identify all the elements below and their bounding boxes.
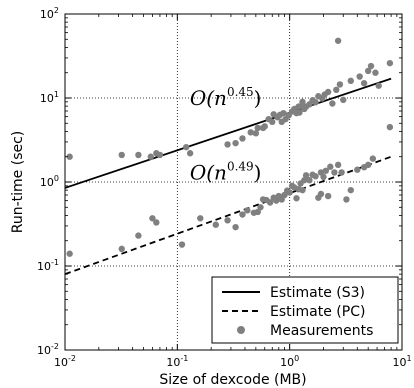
y-tick-label: 10-2: [37, 342, 59, 357]
complexity-annotations: O(n0.45) O(n0.49): [190, 85, 262, 184]
measurement-point: [322, 167, 330, 174]
measurement-points: [66, 37, 394, 257]
legend-measurements-swatch: [237, 326, 245, 334]
measurement-point: [266, 199, 274, 206]
measurement-point: [306, 177, 313, 184]
measurement-point: [375, 82, 382, 89]
measurement-point: [386, 123, 394, 131]
measurement-point: [327, 163, 334, 170]
measurement-point: [135, 151, 142, 159]
measurement-point: [386, 59, 394, 67]
measurement-point: [312, 99, 319, 106]
measurement-point: [178, 241, 186, 248]
measurement-point: [197, 215, 204, 222]
measurement-point: [149, 215, 156, 222]
measurement-point: [257, 204, 264, 211]
measurement-point: [153, 219, 160, 226]
x-tick-label: 100: [280, 354, 299, 369]
measurement-point: [252, 130, 260, 137]
x-tick-label: 10-2: [54, 354, 76, 369]
measurement-point: [239, 135, 246, 142]
measurement-point: [212, 221, 219, 228]
measurement-point: [244, 207, 251, 214]
measurement-point: [280, 109, 287, 117]
x-tick-label: 101: [392, 354, 411, 369]
measurement-point: [247, 129, 254, 136]
measurement-point: [347, 77, 354, 85]
measurement-point: [334, 37, 342, 44]
measurement-point: [317, 190, 325, 198]
axis-ticks: 10-2 10-1 100 101 10-2 10-1 100 101 102: [37, 6, 412, 369]
measurement-point: [331, 169, 338, 176]
measurement-point: [369, 155, 377, 162]
measurement-point: [293, 195, 300, 202]
complexity-label-s3: O(n0.45): [190, 85, 262, 110]
measurement-point: [261, 123, 268, 130]
measurement-point: [329, 100, 336, 107]
estimate-s3-line: [64, 77, 392, 189]
measurement-point: [232, 139, 239, 147]
measurement-point: [295, 103, 302, 110]
measurement-point: [278, 118, 285, 126]
measurement-point: [66, 250, 73, 257]
y-tick-label: 101: [40, 90, 59, 105]
measurement-point: [147, 153, 154, 160]
measurement-point: [364, 67, 372, 75]
measurement-point: [254, 124, 261, 132]
measurement-point: [372, 69, 379, 76]
measurement-point: [186, 150, 194, 157]
legend-pc-label: Estimate (PC): [270, 304, 365, 320]
measurement-point: [336, 81, 344, 88]
measurement-point: [324, 88, 332, 96]
x-tick-label: 10-1: [166, 354, 188, 369]
measurement-point: [118, 151, 125, 159]
measurement-point: [66, 153, 73, 160]
measurement-point: [301, 177, 308, 184]
legend-measurements-label: Measurements: [270, 323, 373, 339]
measurement-point: [354, 166, 361, 173]
measurement-point: [254, 208, 261, 216]
measurement-point: [364, 161, 372, 169]
measurement-point: [338, 169, 345, 176]
y-tick-label: 100: [40, 174, 59, 189]
measurement-point: [324, 192, 332, 200]
measurement-point: [320, 173, 327, 181]
measurement-point: [340, 96, 347, 104]
measurement-point: [360, 80, 368, 87]
measurement-point: [239, 211, 246, 218]
measurement-point: [156, 151, 164, 159]
measurement-point: [299, 186, 306, 194]
measurement-point: [334, 161, 342, 169]
measurement-point: [367, 62, 375, 70]
measurement-point: [118, 245, 125, 253]
complexity-label-pc: O(n0.49): [190, 159, 262, 184]
measurement-point: [286, 189, 293, 196]
measurement-point: [224, 217, 231, 224]
measurement-point: [299, 98, 306, 106]
measurement-point: [296, 109, 303, 116]
y-tick-label: 10-1: [37, 258, 59, 273]
measurement-point: [343, 196, 350, 203]
estimate-lines: [64, 77, 392, 275]
y-tick-label: 102: [40, 6, 59, 21]
measurement-point: [269, 118, 276, 126]
measurement-point: [312, 173, 319, 180]
measurement-point: [356, 73, 363, 80]
measurement-point: [347, 186, 354, 194]
measurement-point: [302, 172, 310, 179]
legend-s3-label: Estimate (S3): [270, 285, 365, 301]
measurement-point: [333, 86, 340, 94]
x-axis-label: Size of dexcode (MB): [159, 372, 306, 388]
measurement-point: [183, 143, 190, 151]
measurement-point: [224, 141, 231, 148]
measurement-point: [135, 232, 142, 239]
measurement-point: [232, 223, 239, 231]
y-axis-label: Run-time (sec): [10, 131, 26, 234]
estimate-pc-line: [64, 155, 392, 275]
legend: Estimate (S3) Estimate (PC) Measurements: [211, 276, 399, 344]
